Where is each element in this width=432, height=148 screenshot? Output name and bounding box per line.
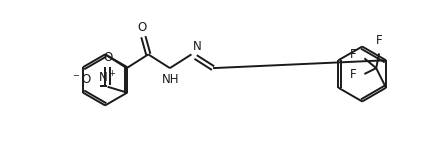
- Text: F: F: [350, 67, 356, 81]
- Text: $^-$O: $^-$O: [71, 73, 92, 86]
- Text: NH: NH: [162, 73, 180, 86]
- Text: O: O: [138, 21, 147, 34]
- Text: O: O: [103, 51, 112, 64]
- Text: F: F: [376, 34, 382, 46]
- Text: F: F: [350, 48, 356, 61]
- Text: N: N: [192, 40, 201, 53]
- Text: N$^+$: N$^+$: [98, 70, 117, 86]
